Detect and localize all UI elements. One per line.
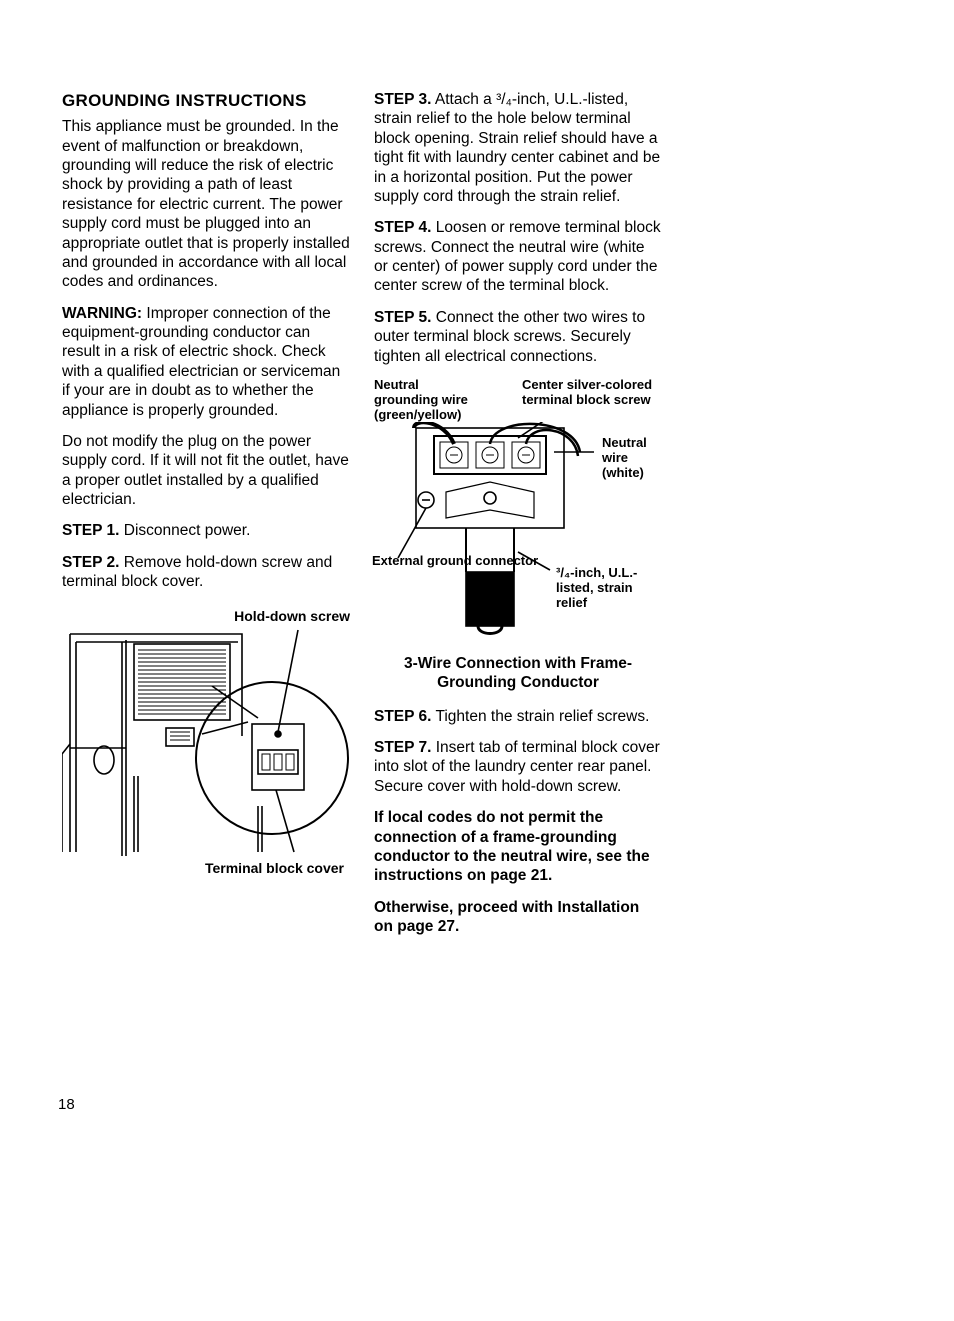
step-6: STEP 6. Tighten the strain relief screws…	[374, 707, 662, 726]
step-1-label: STEP 1.	[62, 522, 119, 539]
step-2: STEP 2. Remove hold-down screw and termi…	[62, 553, 350, 592]
diagram-terminal-block: Hold-down screw	[62, 608, 350, 876]
step-6-text: Tighten the strain relief screws.	[431, 708, 649, 725]
step-4-label: STEP 4.	[374, 219, 431, 236]
diagram1-label-bottom: Terminal block cover	[205, 860, 344, 876]
diagram2-label-br: ³/₄-inch, U.L.-listed, strain relief	[556, 566, 666, 611]
page-number: 18	[58, 1096, 75, 1113]
step-7-label: STEP 7.	[374, 739, 431, 756]
step-5: STEP 5. Connect the other two wires to o…	[374, 308, 662, 366]
step-1: STEP 1. Disconnect power.	[62, 521, 350, 540]
diagram1-label-top: Hold-down screw	[234, 608, 350, 624]
note-local-codes: If local codes do not permit the connect…	[374, 808, 662, 886]
diagram2-label-tl: Neutral grounding wire (green/yellow)	[374, 378, 484, 423]
step-5-label: STEP 5.	[374, 309, 431, 326]
step-3-text: Attach a ³/₄-inch, U.L.-listed, strain r…	[374, 91, 660, 205]
diagram2-title: 3-Wire Connection with Frame-Grounding C…	[374, 654, 662, 693]
paragraph-plug: Do not modify the plug on the power supp…	[62, 432, 350, 510]
diagram-3wire: Neutral grounding wire (green/yellow) Ce…	[374, 378, 662, 648]
warning-label: WARNING:	[62, 305, 142, 322]
section-heading: GROUNDING INSTRUCTIONS	[62, 90, 350, 111]
note-proceed: Otherwise, proceed with Installation on …	[374, 898, 662, 937]
diagram2-label-tr: Center silver-colored terminal block scr…	[522, 378, 662, 423]
paragraph-warning: WARNING: Improper connection of the equi…	[62, 304, 350, 420]
diagram1-svg	[62, 626, 350, 858]
step-3-label: STEP 3.	[374, 91, 431, 108]
right-column: STEP 3. Attach a ³/₄-inch, U.L.-listed, …	[374, 90, 662, 948]
step-6-label: STEP 6.	[374, 708, 431, 725]
diagram2-label-bl: External ground connector	[372, 554, 538, 569]
paragraph-intro: This appliance must be grounded. In the …	[62, 117, 350, 291]
step-2-label: STEP 2.	[62, 554, 119, 571]
step-7: STEP 7. Insert tab of terminal block cov…	[374, 738, 662, 796]
step-4: STEP 4. Loosen or remove terminal block …	[374, 218, 662, 296]
diagram2-label-r: Neutral wire (white)	[602, 436, 662, 481]
step-1-text: Disconnect power.	[119, 522, 250, 539]
left-column: GROUNDING INSTRUCTIONS This appliance mu…	[62, 90, 350, 948]
step-3: STEP 3. Attach a ³/₄-inch, U.L.-listed, …	[374, 90, 662, 206]
